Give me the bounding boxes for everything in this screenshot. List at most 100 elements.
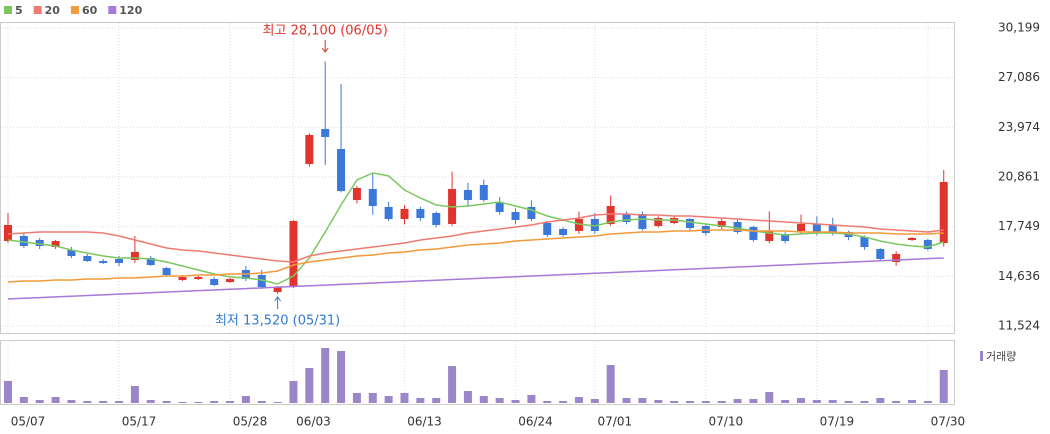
volume-bar bbox=[654, 400, 663, 403]
volume-bar bbox=[717, 401, 726, 403]
volume-bar bbox=[432, 398, 441, 403]
volume-bar bbox=[289, 381, 298, 403]
candle-body bbox=[257, 275, 266, 288]
y-tick-label: 11,524 bbox=[998, 319, 1040, 333]
low-annotation: 최저 13,520 (05/31) bbox=[215, 314, 340, 329]
volume-bar bbox=[321, 348, 330, 403]
volume-bar bbox=[908, 400, 917, 403]
volume-bar bbox=[670, 401, 679, 403]
legend-swatch bbox=[33, 6, 42, 14]
legend-label: 20 bbox=[45, 4, 61, 17]
candle-body bbox=[226, 278, 235, 283]
candle-body bbox=[876, 248, 885, 259]
high-annotation: 최고 28,100 (06/05) bbox=[263, 24, 388, 39]
candle-body bbox=[812, 223, 821, 233]
candle-body bbox=[83, 255, 92, 261]
volume-bar bbox=[384, 396, 393, 403]
volume-bar bbox=[99, 401, 108, 403]
x-tick-label: 06/13 bbox=[407, 415, 442, 429]
high-arrow bbox=[321, 40, 329, 53]
volume-bar bbox=[622, 398, 631, 403]
volume-bar bbox=[352, 393, 361, 403]
volume-panel bbox=[0, 340, 955, 405]
volume-bar bbox=[606, 365, 615, 403]
x-tick-label: 05/07 bbox=[11, 415, 46, 429]
volume-bar bbox=[416, 398, 425, 403]
candle-body bbox=[511, 211, 520, 220]
candle-body bbox=[590, 218, 599, 231]
candle-body bbox=[384, 206, 393, 219]
volume-bar bbox=[939, 370, 948, 403]
x-tick-label: 07/01 bbox=[598, 415, 633, 429]
candle-body bbox=[527, 206, 536, 219]
candle-body bbox=[559, 228, 568, 235]
volume-bar bbox=[210, 401, 219, 403]
ma-line bbox=[7, 229, 944, 283]
volume-bar bbox=[543, 401, 552, 403]
volume-bar bbox=[115, 401, 124, 403]
candle-body bbox=[289, 221, 298, 288]
volume-bar bbox=[19, 397, 28, 403]
volume-bar bbox=[273, 402, 282, 403]
candle-body bbox=[4, 224, 12, 241]
candle-body bbox=[717, 221, 726, 227]
candle-body bbox=[416, 208, 425, 219]
candle-body bbox=[908, 237, 917, 240]
x-tick-label: 05/17 bbox=[122, 415, 157, 429]
candle-body bbox=[432, 212, 441, 225]
volume-bar bbox=[51, 397, 60, 403]
candle-body bbox=[321, 128, 330, 137]
candle-body bbox=[860, 236, 869, 247]
candle-body bbox=[35, 239, 44, 246]
volume-bar bbox=[448, 366, 457, 403]
candle-body bbox=[797, 223, 805, 231]
candle-body bbox=[765, 230, 774, 241]
ma-line bbox=[7, 257, 944, 300]
legend-swatch bbox=[70, 6, 79, 14]
candle-body bbox=[305, 134, 314, 164]
candle-body bbox=[352, 188, 361, 201]
candle-body bbox=[685, 218, 694, 228]
candle-body bbox=[194, 276, 203, 279]
candle-body bbox=[622, 213, 631, 222]
volume-bar bbox=[749, 399, 758, 403]
legend-swatch bbox=[108, 6, 117, 14]
candle-body bbox=[146, 257, 155, 265]
y-tick-label: 14,636 bbox=[998, 269, 1040, 283]
candle-body bbox=[495, 201, 504, 212]
candle-body bbox=[162, 267, 171, 276]
volume-bar bbox=[828, 400, 837, 403]
volume-bar bbox=[495, 398, 504, 403]
candle-body bbox=[574, 218, 583, 231]
y-tick-label: 23,974 bbox=[998, 120, 1040, 134]
volume-bar bbox=[781, 400, 790, 403]
candle-body bbox=[115, 258, 124, 264]
x-tick-label: 06/03 bbox=[296, 415, 331, 429]
legend-label: 5 bbox=[15, 4, 23, 17]
volume-bar bbox=[257, 401, 266, 403]
candle-body bbox=[273, 287, 282, 293]
volume-bar bbox=[876, 398, 885, 403]
volume-bar bbox=[765, 392, 774, 403]
volume-bar bbox=[797, 398, 805, 403]
x-tick-label: 07/19 bbox=[820, 415, 855, 429]
volume-legend-label: 거래량 bbox=[986, 350, 1016, 363]
volume-bar bbox=[812, 400, 821, 403]
volume-bar bbox=[241, 396, 250, 403]
volume-bar bbox=[701, 401, 710, 403]
candle-body bbox=[400, 208, 409, 219]
candle-body bbox=[178, 276, 187, 280]
volume-bar bbox=[479, 396, 488, 403]
candle-body bbox=[479, 184, 488, 201]
candle-body bbox=[463, 189, 472, 201]
volume-bar bbox=[685, 401, 694, 403]
volume-bar bbox=[463, 391, 472, 403]
ma-line bbox=[7, 172, 944, 285]
volume-bar bbox=[4, 381, 12, 403]
volume-bar bbox=[35, 400, 44, 403]
candle-body bbox=[638, 213, 647, 229]
volume-bar bbox=[511, 400, 520, 403]
y-tick-label: 17,749 bbox=[998, 219, 1040, 233]
legend-swatch bbox=[4, 6, 12, 14]
